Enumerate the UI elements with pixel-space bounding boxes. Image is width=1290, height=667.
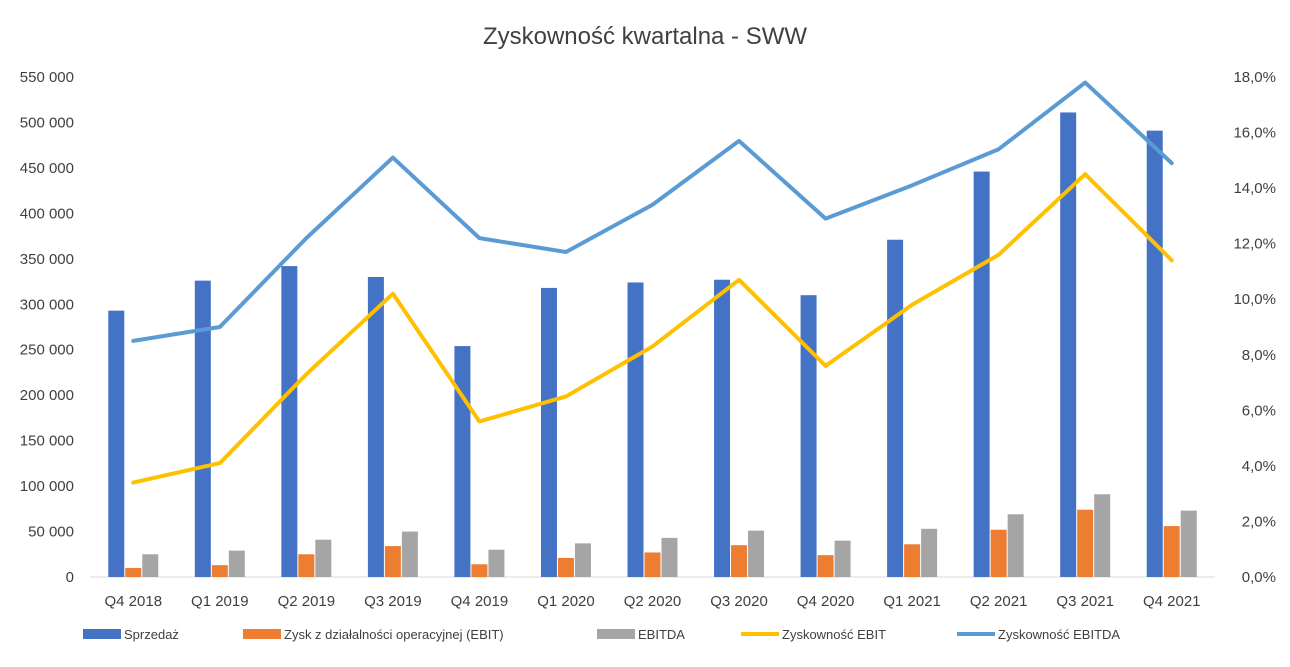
y-right-tick-label: 10,0% <box>1233 291 1276 308</box>
bar-sprzedaz <box>714 279 731 577</box>
y-left-tick-label: 150 000 <box>20 433 74 450</box>
bar-ebitda <box>315 539 332 577</box>
y-right-tick-label: 0,0% <box>1242 569 1276 586</box>
legend-swatch <box>597 629 635 639</box>
y-right-tick-label: 14,0% <box>1233 180 1276 197</box>
legend-label: Zyskowność EBIT <box>782 627 886 642</box>
bar-ebitda <box>921 528 938 577</box>
bar-ebitda <box>228 550 245 577</box>
y-right-tick-label: 8,0% <box>1242 347 1276 364</box>
y-right-tick-label: 16,0% <box>1233 125 1276 142</box>
bar-sprzedaz <box>887 239 904 577</box>
x-tick-label: Q4 2020 <box>797 593 855 610</box>
lines-layer <box>131 80 1174 485</box>
legend-label: Zyskowność EBITDA <box>998 627 1120 642</box>
bar-ebitda <box>748 530 765 577</box>
bar-sprzedaz <box>1146 130 1163 578</box>
x-tick-label: Q2 2020 <box>624 593 682 610</box>
bar-ebitda <box>488 549 505 577</box>
y-right-tick-label: 6,0% <box>1242 402 1276 419</box>
bar-ebit <box>298 554 315 577</box>
y-left-tick-label: 300 000 <box>20 296 74 313</box>
y-right-tick-label: 12,0% <box>1233 236 1276 253</box>
x-tick-label: Q4 2018 <box>104 593 162 610</box>
y-right-tick-label: 4,0% <box>1242 458 1276 475</box>
y-left-tick-label: 200 000 <box>20 387 74 404</box>
bar-sprzedaz <box>367 277 384 577</box>
bar-sprzedaz <box>800 295 817 577</box>
bar-ebitda <box>1180 510 1197 577</box>
bar-ebitda <box>142 554 159 577</box>
y-left-tick-label: 450 000 <box>20 160 74 177</box>
bar-sprzedaz <box>108 310 125 577</box>
bar-sprzedaz <box>281 266 298 577</box>
bar-ebitda <box>401 531 418 577</box>
bar-sprzedaz <box>1060 112 1077 578</box>
bar-ebit <box>990 529 1007 577</box>
x-tick-label: Q1 2020 <box>537 593 595 610</box>
bar-ebit <box>644 552 661 577</box>
bar-ebit <box>731 545 748 577</box>
bar-ebit <box>1077 509 1094 577</box>
bar-ebit <box>471 564 488 577</box>
bar-ebitda <box>661 537 678 577</box>
x-tick-label: Q2 2019 <box>278 593 336 610</box>
bar-ebit <box>557 557 574 577</box>
x-tick-label: Q3 2021 <box>1056 593 1114 610</box>
bar-ebit <box>1163 526 1180 577</box>
y-left-tick-label: 0 <box>66 569 74 586</box>
x-tick-label: Q1 2019 <box>191 593 249 610</box>
y-left-tick-label: 50 000 <box>28 524 74 541</box>
legend-swatch <box>243 629 281 639</box>
y-left-tick-label: 500 000 <box>20 114 74 131</box>
legend-label: Sprzedaż <box>124 627 179 642</box>
legend: Sprzedaż Zysk z działalności operacyjnej … <box>83 627 1120 642</box>
x-tick-label: Q3 2020 <box>710 593 768 610</box>
bar-sprzedaz <box>454 346 471 577</box>
legend-label: Zysk z działalności operacyjnej (EBIT) <box>284 627 504 642</box>
bar-sprzedaz <box>627 282 644 577</box>
bar-ebitda <box>1007 514 1024 577</box>
bar-ebitda <box>1094 494 1111 577</box>
y-left-tick-label: 350 000 <box>20 251 74 268</box>
line-zyskownosc-ebit <box>131 172 1174 485</box>
y-right-tick-label: 18,0% <box>1233 69 1276 86</box>
bar-sprzedaz <box>194 280 211 577</box>
legend-label: EBITDA <box>638 627 685 642</box>
y-left-tick-label: 400 000 <box>20 205 74 222</box>
axes-layer: 0 50 000 100 000 150 000 200 000 250 000 300 0… <box>20 69 1276 610</box>
x-tick-label: Q4 2019 <box>451 593 509 610</box>
bar-sprzedaz <box>540 287 557 577</box>
bar-ebit <box>904 544 921 577</box>
y-left-tick-label: 250 000 <box>20 342 74 359</box>
bar-ebitda <box>574 543 591 577</box>
bar-ebit <box>211 565 228 577</box>
bar-ebit <box>384 546 401 577</box>
bar-ebitda <box>834 540 851 577</box>
y-left-tick-label: 100 000 <box>20 478 74 495</box>
bar-sprzedaz <box>973 171 990 577</box>
x-tick-label: Q2 2021 <box>970 593 1028 610</box>
y-left-tick-label: 550 000 <box>20 69 74 86</box>
x-tick-label: Q1 2021 <box>883 593 941 610</box>
x-tick-label: Q3 2019 <box>364 593 422 610</box>
bar-ebit <box>125 567 142 577</box>
x-tick-label: Q4 2021 <box>1143 593 1201 610</box>
line-zyskownosc-ebitda <box>131 80 1174 343</box>
bars-layer <box>108 112 1197 578</box>
chart-title: Zyskowność kwartalna - SWW <box>483 23 807 50</box>
bar-ebit <box>817 555 834 577</box>
legend-swatch <box>83 629 121 639</box>
y-right-tick-label: 2,0% <box>1242 513 1276 530</box>
